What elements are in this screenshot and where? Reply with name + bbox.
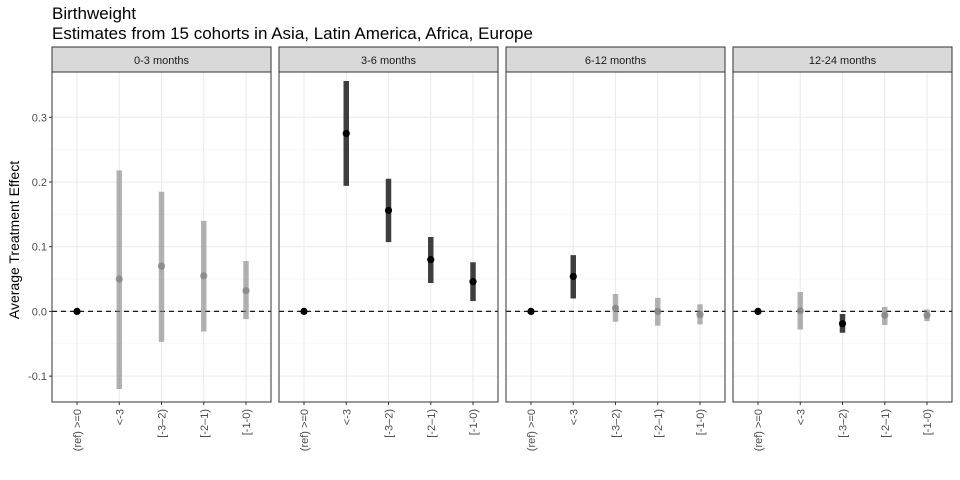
x-tick-label: [-2–1) bbox=[426, 409, 438, 438]
estimate-point bbox=[569, 272, 577, 281]
estimate-point bbox=[342, 129, 350, 138]
x-tick-label: (ref) >=0 bbox=[72, 409, 84, 451]
facet-strip bbox=[505, 46, 726, 73]
facet-strip-label: 3-6 months bbox=[361, 55, 417, 67]
x-tick-label: <-3 bbox=[568, 409, 580, 425]
estimate-point bbox=[469, 278, 477, 286]
estimate-point bbox=[696, 311, 704, 319]
estimate-point bbox=[923, 311, 931, 319]
x-tick-label: (ref) >=0 bbox=[753, 409, 765, 451]
facet-strip bbox=[51, 46, 272, 73]
estimate-point bbox=[527, 307, 535, 316]
y-tick-label: 0.1 bbox=[32, 242, 47, 254]
estimate-point bbox=[73, 307, 81, 316]
estimate-point bbox=[611, 304, 620, 312]
facet-strip-label: 0-3 months bbox=[134, 55, 190, 67]
y-tick-label: 0.3 bbox=[32, 112, 47, 124]
chart-title-block: Birthweight Estimates from 15 cohorts in… bbox=[52, 4, 533, 44]
facet-strip bbox=[732, 46, 953, 73]
x-tick-label: [-3–2) bbox=[838, 409, 850, 438]
chart-title: Birthweight bbox=[52, 4, 137, 23]
estimate-point bbox=[300, 307, 308, 316]
x-tick-label: <-3 bbox=[341, 409, 353, 425]
x-tick-label: [-2–1) bbox=[199, 409, 211, 438]
estimate-point bbox=[754, 307, 762, 316]
x-tick-label: (ref) >=0 bbox=[526, 409, 538, 451]
x-tick-label: [-1-0) bbox=[922, 409, 934, 435]
panel-6-12-months: 6-12 months (ref) >=0 <-3 [-3–2) [-2–1) [-1-0… bbox=[505, 46, 726, 451]
estimate-point bbox=[427, 256, 435, 264]
panels: 0-3 months (ref) >=0 <-3 [-3–2) [-2–1) [-1-0)… bbox=[51, 46, 953, 451]
panel-3-6-months: 3-6 months (ref) >=0 <-3 [-3–2) [-2–1) [-1-0) bbox=[278, 46, 499, 451]
x-tick-label: [-2–1) bbox=[653, 409, 665, 438]
estimate-point bbox=[838, 320, 847, 328]
x-tick-label: [-3–2) bbox=[611, 409, 623, 438]
x-tick-label: [-3–2) bbox=[384, 409, 396, 438]
estimate-point bbox=[200, 272, 208, 280]
estimate-point bbox=[881, 311, 889, 319]
facet-strip-label: 6-12 months bbox=[585, 55, 647, 67]
estimate-point bbox=[384, 206, 393, 215]
y-axis: -0.1 0.0 0.1 0.2 0.3 bbox=[28, 112, 52, 383]
x-tick-label: <-3 bbox=[795, 409, 807, 425]
x-tick-label: [-2–1) bbox=[880, 409, 892, 438]
panel-12-24-months: 12-24 months (ref) >=0 <-3 [-3–2) [-2–1) [-1-… bbox=[732, 46, 953, 451]
estimate-point bbox=[242, 287, 250, 295]
x-tick-label: [-1-0) bbox=[695, 409, 707, 435]
chart-subtitle: Estimates from 15 cohorts in Asia, Latin… bbox=[52, 24, 533, 43]
estimate-point bbox=[157, 262, 166, 270]
facet-strip bbox=[278, 46, 499, 73]
y-tick-label: -0.1 bbox=[28, 371, 47, 383]
x-tick-label: [-3–2) bbox=[157, 409, 169, 438]
facet-strip-label: 12-24 months bbox=[809, 55, 877, 67]
x-tick-label: <-3 bbox=[114, 409, 126, 425]
x-tick-label: [-1-0) bbox=[468, 409, 480, 435]
x-tick-label: (ref) >=0 bbox=[299, 409, 311, 451]
x-tick-label: [-1-0) bbox=[241, 409, 253, 435]
estimate-point bbox=[796, 307, 804, 315]
y-tick-label: 0.2 bbox=[32, 177, 47, 189]
estimate-point bbox=[115, 275, 123, 283]
estimate-point bbox=[654, 307, 662, 316]
y-axis-title: Average Treatment Effect bbox=[6, 161, 22, 319]
panel-0-3-months: 0-3 months (ref) >=0 <-3 [-3–2) [-2–1) [-1-0) bbox=[51, 46, 272, 451]
y-tick-label: 0.0 bbox=[32, 306, 47, 318]
